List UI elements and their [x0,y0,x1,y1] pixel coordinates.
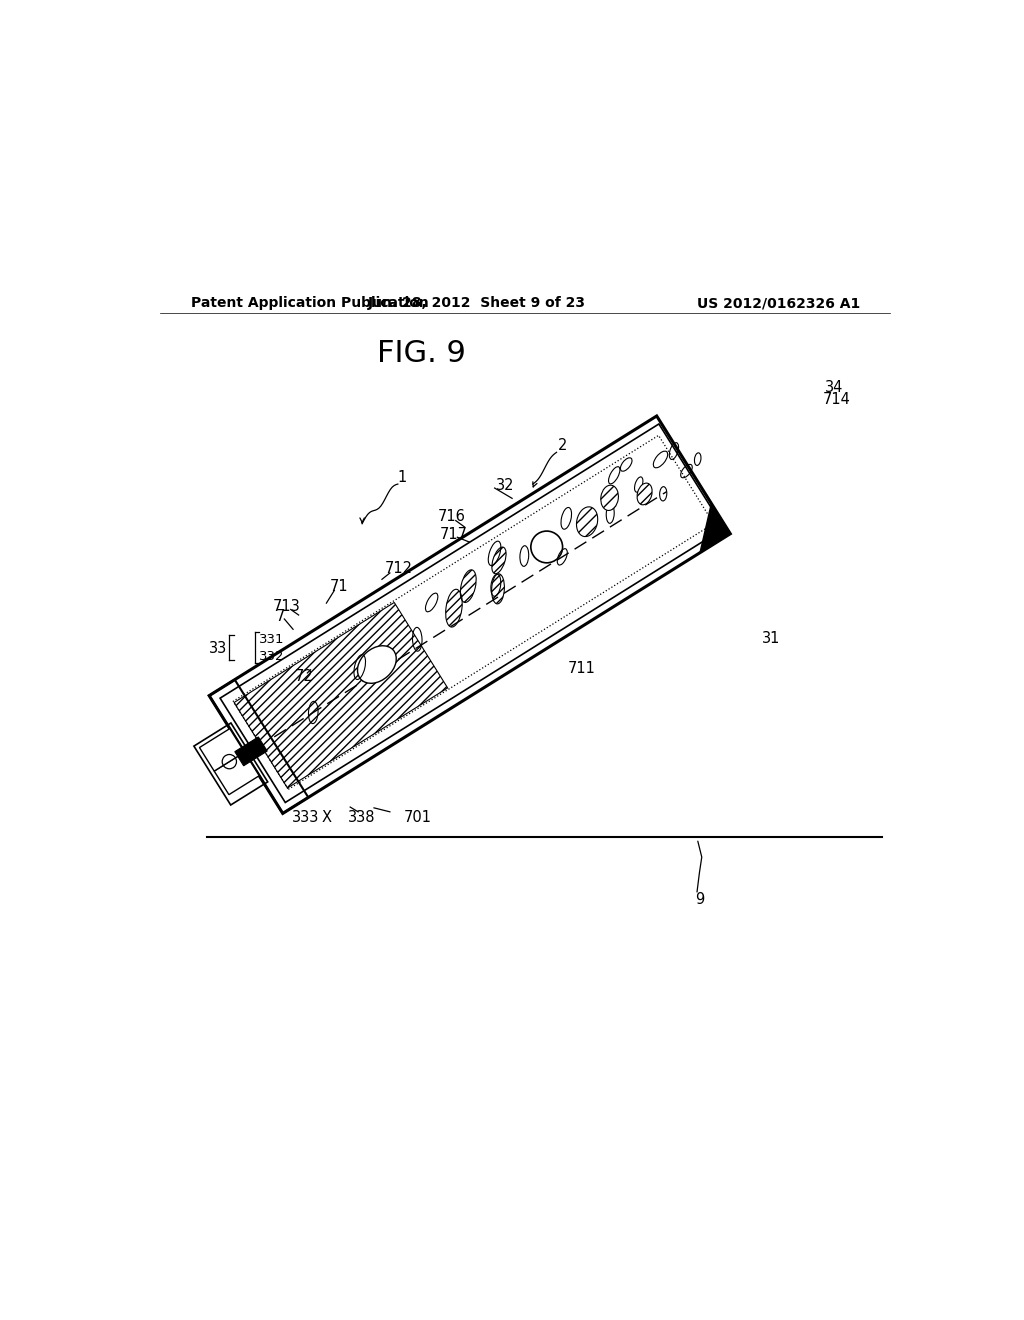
Polygon shape [214,752,259,795]
Text: 331: 331 [259,634,285,645]
Text: Jun. 28, 2012  Sheet 9 of 23: Jun. 28, 2012 Sheet 9 of 23 [369,296,586,310]
Ellipse shape [637,483,652,504]
Text: X: X [322,810,332,825]
Polygon shape [234,737,267,766]
Text: 32: 32 [496,478,514,494]
Text: 33: 33 [209,640,227,656]
Text: 701: 701 [403,810,432,825]
Text: 717: 717 [439,527,467,541]
Text: Patent Application Publication: Patent Application Publication [191,296,429,310]
Text: 711: 711 [568,661,596,676]
Text: 2: 2 [558,438,567,454]
Text: 332: 332 [259,649,285,663]
Text: 338: 338 [348,810,376,825]
Text: FIG. 9: FIG. 9 [377,339,466,368]
Ellipse shape [577,507,598,537]
Ellipse shape [601,486,618,511]
Ellipse shape [357,645,396,684]
Text: 333: 333 [292,810,319,825]
Text: 714: 714 [822,392,851,408]
Polygon shape [200,729,245,771]
Text: 72: 72 [295,669,313,684]
Text: 1: 1 [397,470,407,486]
Text: 713: 713 [272,599,301,614]
Text: 31: 31 [762,631,780,647]
Text: US 2012/0162326 A1: US 2012/0162326 A1 [697,296,860,310]
Text: 9: 9 [694,891,705,907]
Text: 712: 712 [385,561,413,577]
Text: 71: 71 [330,579,348,594]
Polygon shape [700,503,730,553]
Text: 7: 7 [275,609,285,624]
Text: 716: 716 [438,510,466,524]
Text: 34: 34 [825,380,844,395]
